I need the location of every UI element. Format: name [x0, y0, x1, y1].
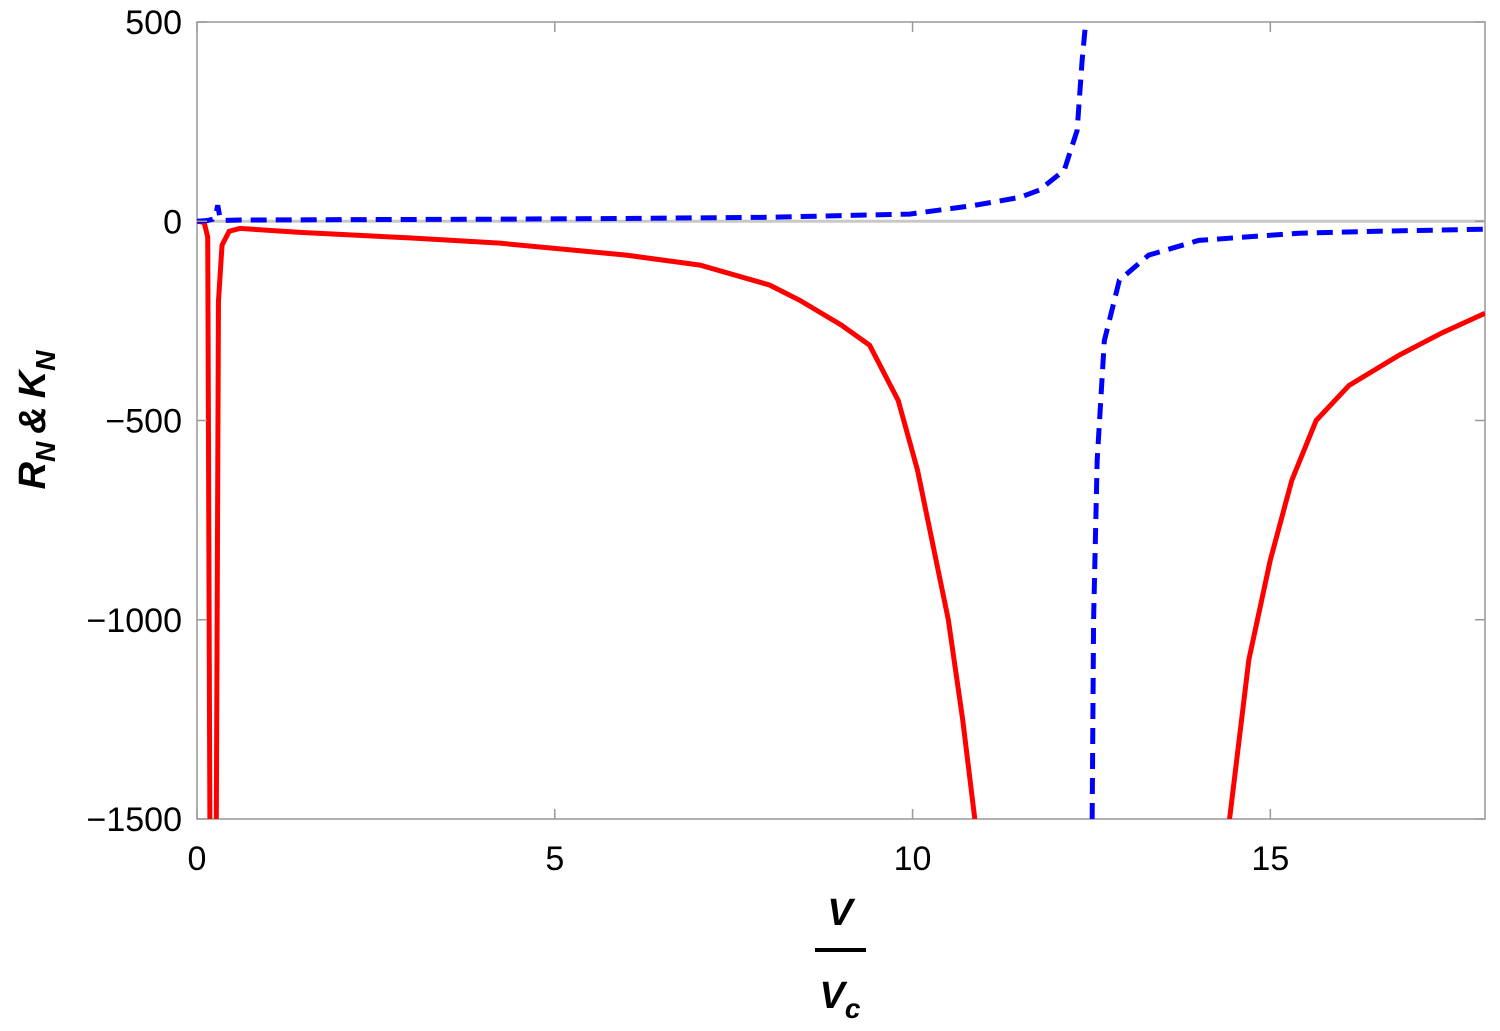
- x-label-v: V: [820, 975, 848, 1017]
- y-tick-label: −1000: [87, 602, 183, 640]
- y-label-r-sub: N: [30, 441, 61, 462]
- series-line: [197, 218, 1485, 819]
- x-label-numerator: V: [827, 892, 855, 934]
- x-tick-label: 5: [545, 840, 564, 878]
- y-tick-label: −500: [105, 403, 182, 441]
- plot-area: [197, 22, 1485, 819]
- y-label-r: R: [12, 461, 54, 489]
- y-label: RN&KN: [12, 350, 61, 490]
- plot-frame: [196, 21, 1486, 820]
- y-tick-label: 500: [125, 4, 182, 42]
- y-label-k-sub: N: [30, 350, 61, 371]
- x-tick-label: 0: [188, 840, 207, 878]
- y-label-and: &: [12, 406, 54, 433]
- y-tick-label: 0: [163, 203, 182, 241]
- x-label-denominator: Vc: [820, 975, 861, 1024]
- x-tick-label: 10: [894, 840, 932, 878]
- y-label-k: K: [12, 368, 54, 398]
- x-tick-label: 15: [1251, 840, 1289, 878]
- series-line: [197, 22, 1485, 819]
- y-tick-label: −1500: [87, 801, 183, 839]
- x-label-sub: c: [845, 993, 861, 1024]
